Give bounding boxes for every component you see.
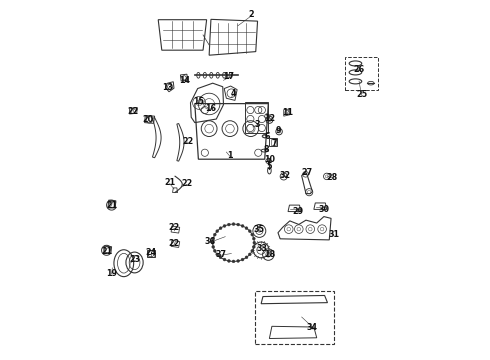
Text: 7: 7 bbox=[271, 139, 277, 148]
Circle shape bbox=[223, 258, 226, 261]
Bar bbox=[148, 250, 154, 257]
Circle shape bbox=[232, 260, 235, 263]
Text: 34: 34 bbox=[307, 323, 318, 332]
Bar bbox=[344, 57, 378, 90]
Circle shape bbox=[223, 225, 226, 228]
Text: 21: 21 bbox=[106, 201, 117, 210]
Bar bbox=[271, 139, 276, 145]
Text: 11: 11 bbox=[282, 108, 293, 117]
Text: 3: 3 bbox=[255, 120, 260, 129]
Text: 5: 5 bbox=[267, 162, 272, 171]
Circle shape bbox=[251, 233, 254, 236]
Text: 28: 28 bbox=[326, 173, 338, 182]
Text: 1: 1 bbox=[227, 151, 233, 160]
Circle shape bbox=[248, 253, 251, 256]
Circle shape bbox=[245, 227, 248, 230]
Bar bbox=[245, 102, 269, 134]
Text: 18: 18 bbox=[264, 250, 275, 259]
Text: 25: 25 bbox=[356, 90, 367, 99]
Circle shape bbox=[251, 249, 254, 252]
Text: 2: 2 bbox=[248, 10, 254, 19]
Text: 21: 21 bbox=[164, 178, 175, 187]
Bar bbox=[270, 138, 277, 146]
Text: 23: 23 bbox=[129, 255, 140, 264]
Circle shape bbox=[232, 223, 235, 226]
Text: 8: 8 bbox=[264, 145, 270, 154]
Circle shape bbox=[253, 241, 256, 244]
Text: 10: 10 bbox=[264, 155, 275, 164]
Text: 6: 6 bbox=[265, 132, 270, 141]
Text: 22: 22 bbox=[181, 179, 193, 188]
Text: 16: 16 bbox=[205, 104, 216, 113]
Circle shape bbox=[245, 256, 248, 259]
Circle shape bbox=[219, 256, 222, 259]
Text: 14: 14 bbox=[180, 76, 191, 85]
Circle shape bbox=[252, 237, 255, 240]
Text: 22: 22 bbox=[182, 137, 193, 146]
Text: 17: 17 bbox=[223, 72, 234, 81]
Circle shape bbox=[248, 230, 251, 233]
Text: 37: 37 bbox=[215, 250, 226, 259]
Text: 22: 22 bbox=[169, 223, 180, 232]
Text: 32: 32 bbox=[280, 171, 291, 180]
Text: 22: 22 bbox=[169, 239, 180, 248]
Text: 31: 31 bbox=[328, 230, 340, 239]
Circle shape bbox=[227, 223, 230, 226]
Text: 30: 30 bbox=[318, 205, 329, 214]
Text: 12: 12 bbox=[265, 114, 276, 123]
Text: 13: 13 bbox=[162, 83, 173, 92]
Circle shape bbox=[227, 260, 230, 262]
Circle shape bbox=[241, 225, 244, 228]
Text: 36: 36 bbox=[204, 237, 216, 246]
Bar bbox=[147, 249, 155, 257]
Text: 21: 21 bbox=[101, 247, 113, 256]
Text: 20: 20 bbox=[143, 115, 154, 124]
Text: 35: 35 bbox=[253, 225, 264, 234]
Circle shape bbox=[216, 253, 219, 256]
Circle shape bbox=[252, 246, 255, 248]
Bar bbox=[255, 291, 334, 344]
Text: 9: 9 bbox=[276, 126, 281, 135]
Text: 27: 27 bbox=[301, 168, 312, 177]
Text: 22: 22 bbox=[127, 107, 139, 116]
Text: 26: 26 bbox=[353, 65, 365, 74]
Text: 24: 24 bbox=[146, 248, 157, 257]
Circle shape bbox=[237, 260, 240, 262]
Circle shape bbox=[216, 230, 219, 233]
Circle shape bbox=[212, 246, 215, 248]
Text: 4: 4 bbox=[231, 89, 236, 98]
Circle shape bbox=[213, 233, 216, 236]
Text: 15: 15 bbox=[193, 97, 204, 106]
Text: 19: 19 bbox=[106, 269, 117, 278]
Text: 29: 29 bbox=[293, 207, 304, 216]
Text: 33: 33 bbox=[257, 244, 268, 253]
Circle shape bbox=[212, 237, 215, 240]
Circle shape bbox=[213, 249, 216, 252]
Circle shape bbox=[211, 241, 214, 244]
Circle shape bbox=[237, 223, 240, 226]
Circle shape bbox=[241, 258, 244, 261]
Circle shape bbox=[219, 227, 222, 230]
